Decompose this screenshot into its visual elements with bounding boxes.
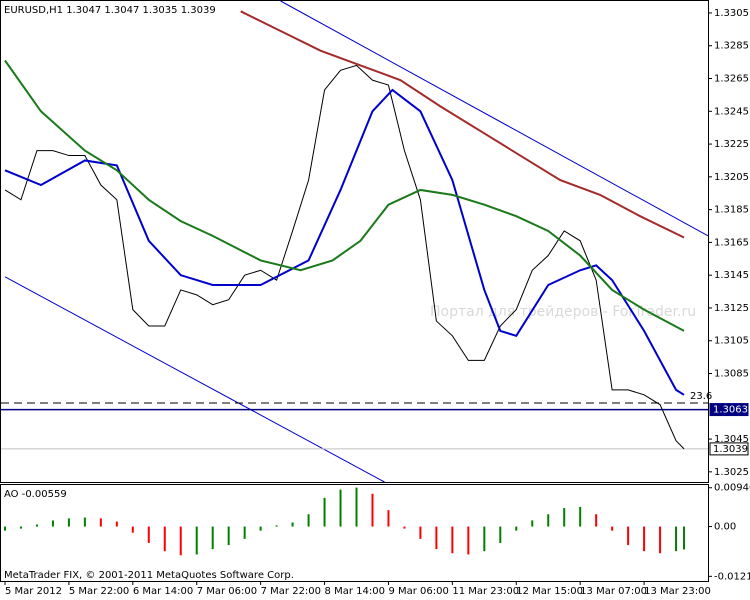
ao-bar (339, 489, 342, 527)
y-tick-label: 1.3045 (714, 434, 749, 445)
ao-bar (195, 526, 198, 555)
x-tick-label: 6 Mar 14:00 (133, 586, 193, 597)
ao-bar (611, 526, 614, 531)
y-tick-label: 1.3225 (714, 139, 749, 150)
ao-bar (35, 524, 38, 527)
ao-bar (115, 521, 118, 527)
x-tick-label: 9 Mar 06:00 (388, 586, 448, 597)
ao-bar (323, 497, 326, 527)
x-tick-label: 13 Mar 23:00 (644, 586, 711, 597)
chart-title: EURUSD,H1 1.3047 1.3047 1.3035 1.3039 (4, 5, 216, 16)
x-tick-label: 12 Mar 15:00 (516, 586, 583, 597)
ao-bar (307, 514, 310, 527)
ao-bar (387, 510, 390, 527)
y-tick-label: 0.00946 (714, 483, 750, 494)
y-tick-label: 1.3285 (714, 41, 749, 52)
watermark: Портал для трейдеров - ForTrader.ru (430, 304, 696, 320)
ao-bar (467, 526, 470, 555)
y-tick-label: 1.3265 (714, 74, 749, 85)
price-label-box (709, 442, 749, 456)
x-tick-label: 7 Mar 06:00 (197, 586, 257, 597)
ao-bar (163, 526, 166, 552)
ao-bar (659, 526, 662, 554)
x-tick-label: 7 Mar 22:00 (261, 586, 321, 597)
y-tick-label: 1.3085 (714, 369, 749, 380)
ao-bar (683, 526, 686, 550)
ao-bar (51, 520, 54, 527)
y-tick-label: 1.3205 (714, 172, 749, 183)
ao-bar (451, 526, 454, 554)
ao-title: AO -0.00559 (4, 489, 67, 500)
ao-bar (483, 526, 486, 552)
trend-line (280, 0, 709, 237)
y-tick-label: 0.00 (714, 522, 736, 533)
y-tick-label: 1.3145 (714, 270, 749, 281)
ao-bar (531, 520, 534, 527)
ao-bar (595, 514, 598, 527)
x-tick-label: 13 Mar 07:00 (580, 586, 647, 597)
ao-bar (243, 526, 246, 539)
y-tick-label: 1.3305 (714, 8, 749, 19)
ao-bar (499, 526, 502, 543)
ao-bar (67, 518, 70, 527)
ao-bar (275, 525, 278, 527)
ao-bar (259, 526, 262, 531)
y-tick-label: -0.01213 (714, 571, 750, 582)
y-tick-label: 1.3125 (714, 303, 749, 314)
ao-bar (291, 522, 294, 527)
y-tick-label: 1.3025 (714, 467, 749, 478)
ao-bar (355, 487, 358, 527)
ao-bar (403, 526, 406, 529)
ao-bar (131, 526, 134, 533)
ao-bar (211, 526, 214, 550)
x-tick-label: 5 Mar 22:00 (69, 586, 129, 597)
ao-bar (147, 526, 150, 543)
ao-bar (627, 526, 630, 546)
ao-bar (419, 526, 422, 539)
x-tick-label: 8 Mar 14:00 (325, 586, 385, 597)
ao-bar (227, 526, 230, 546)
ao-bar (99, 518, 102, 527)
ao-bar (179, 526, 182, 556)
ao-bar (435, 526, 438, 550)
price-label-box (709, 403, 749, 417)
ao-bar (371, 493, 374, 527)
x-tick-label: 5 Mar 2012 (5, 586, 62, 597)
series-line (240, 10, 685, 239)
ao-bar (643, 526, 646, 552)
footer: MetaTrader FIX, © 2001-2011 MetaQuotes S… (4, 570, 294, 581)
ao-bar (515, 526, 518, 531)
y-tick-label: 1.3165 (714, 237, 749, 248)
ao-pane (0, 484, 709, 582)
series-line (4, 59, 685, 332)
ao-bar (19, 526, 22, 529)
level-label: 23.6 (690, 391, 712, 402)
ao-bar (3, 526, 6, 531)
series-line (4, 64, 685, 450)
ao-bar (675, 526, 678, 552)
main-pane (0, 0, 709, 483)
price-label: 1.3063 (713, 405, 748, 416)
y-tick-label: 1.3185 (714, 205, 749, 216)
ao-bar (83, 517, 86, 527)
x-tick-label: 11 Mar 23:00 (452, 586, 519, 597)
price-label: 1.3039 (713, 444, 748, 455)
series-line (4, 88, 685, 396)
ao-bar (579, 506, 582, 527)
trend-line (4, 276, 385, 483)
y-tick-label: 1.3105 (714, 336, 749, 347)
ao-bar (547, 514, 550, 527)
y-tick-label: 1.3245 (714, 106, 749, 117)
ao-bar (563, 508, 566, 527)
